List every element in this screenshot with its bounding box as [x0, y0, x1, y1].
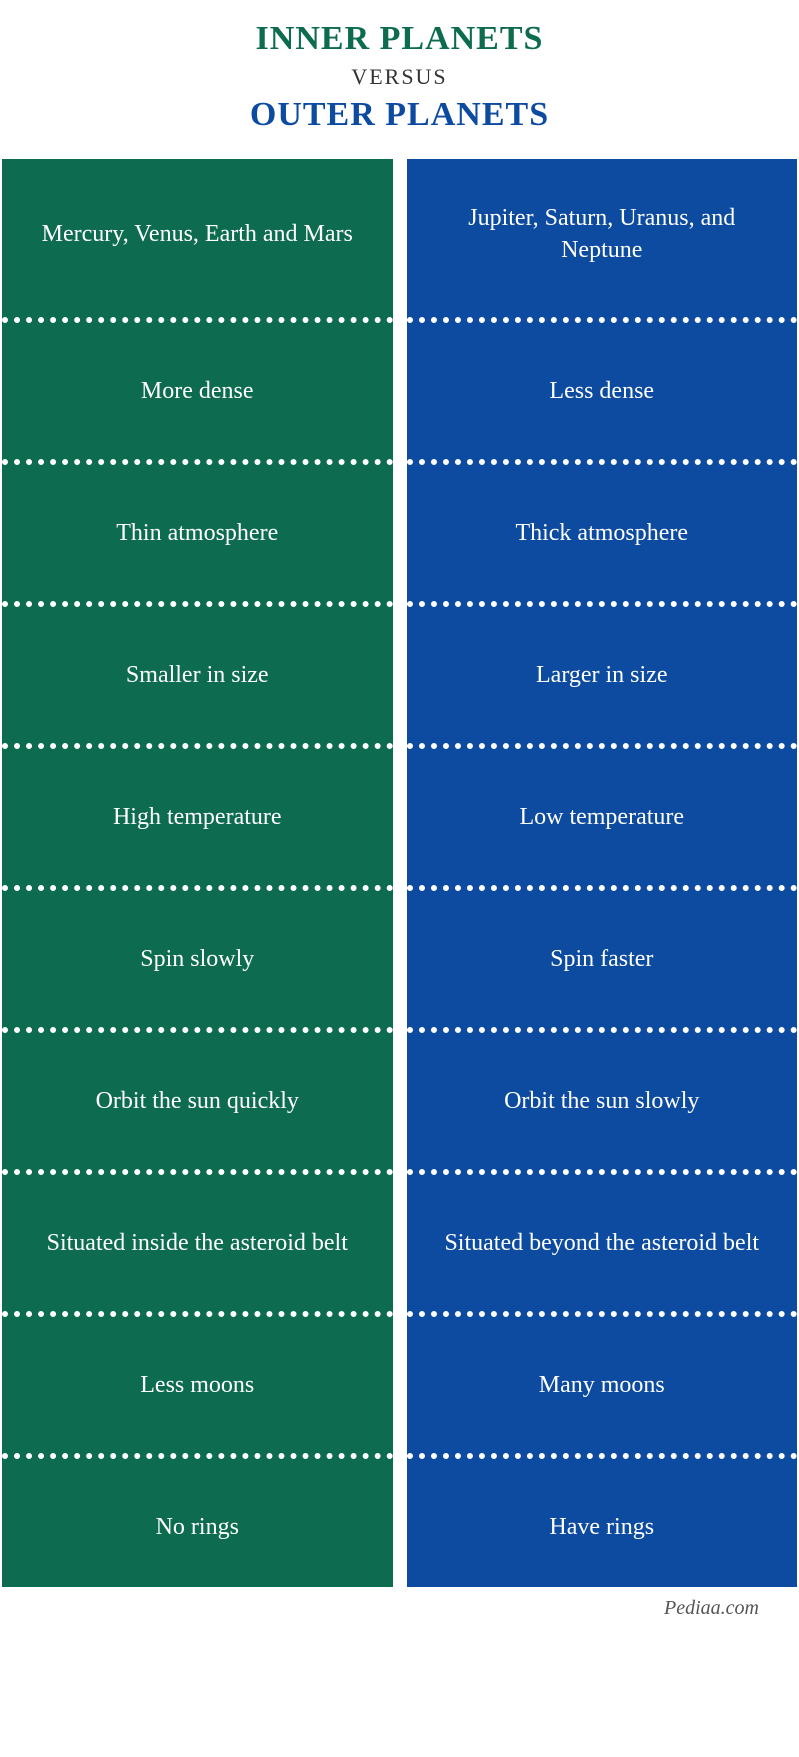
title-outer: OUTER PLANETS: [10, 96, 789, 134]
versus-label: VERSUS: [10, 64, 789, 90]
inner-cell: Thin atmosphere: [2, 473, 393, 593]
divider: [407, 317, 798, 323]
divider: [407, 601, 798, 607]
divider: [407, 1169, 798, 1175]
outer-cell: Spin faster: [407, 899, 798, 1019]
outer-cell: Thick atmosphere: [407, 473, 798, 593]
inner-cell: Less moons: [2, 1325, 393, 1445]
inner-cell: Spin slowly: [2, 899, 393, 1019]
inner-cell: Mercury, Venus, Earth and Mars: [2, 159, 393, 309]
outer-cell: Situated beyond the asteroid belt: [407, 1183, 798, 1303]
outer-cell: Jupiter, Saturn, Uranus, and Neptune: [407, 159, 798, 309]
outer-planets-column: Jupiter, Saturn, Uranus, and Neptune Less…: [407, 159, 798, 1587]
divider: [407, 1453, 798, 1459]
divider: [2, 885, 393, 891]
divider: [2, 459, 393, 465]
title-inner: INNER PLANETS: [10, 20, 789, 58]
divider: [2, 317, 393, 323]
divider: [407, 1311, 798, 1317]
inner-cell: High temperature: [2, 757, 393, 877]
inner-cell: No rings: [2, 1467, 393, 1587]
outer-cell: Orbit the sun slowly: [407, 1041, 798, 1161]
outer-cell: Larger in size: [407, 615, 798, 735]
outer-cell: Many moons: [407, 1325, 798, 1445]
inner-cell: Orbit the sun quickly: [2, 1041, 393, 1161]
outer-cell: Have rings: [407, 1467, 798, 1587]
inner-cell: Situated inside the asteroid belt: [2, 1183, 393, 1303]
divider: [2, 1311, 393, 1317]
divider: [407, 459, 798, 465]
outer-cell: Low temperature: [407, 757, 798, 877]
outer-cell: Less dense: [407, 331, 798, 451]
header: INNER PLANETS VERSUS OUTER PLANETS: [0, 0, 799, 159]
divider: [2, 1027, 393, 1033]
inner-planets-column: Mercury, Venus, Earth and Mars More dense…: [2, 159, 393, 1587]
footer-credit: Pediaa.com: [0, 1587, 799, 1640]
divider: [2, 1169, 393, 1175]
divider: [2, 601, 393, 607]
divider: [2, 1453, 393, 1459]
divider: [2, 743, 393, 749]
divider: [407, 1027, 798, 1033]
divider: [407, 885, 798, 891]
divider: [407, 743, 798, 749]
inner-cell: Smaller in size: [2, 615, 393, 735]
comparison-columns: Mercury, Venus, Earth and Mars More dense…: [0, 159, 799, 1587]
inner-cell: More dense: [2, 331, 393, 451]
